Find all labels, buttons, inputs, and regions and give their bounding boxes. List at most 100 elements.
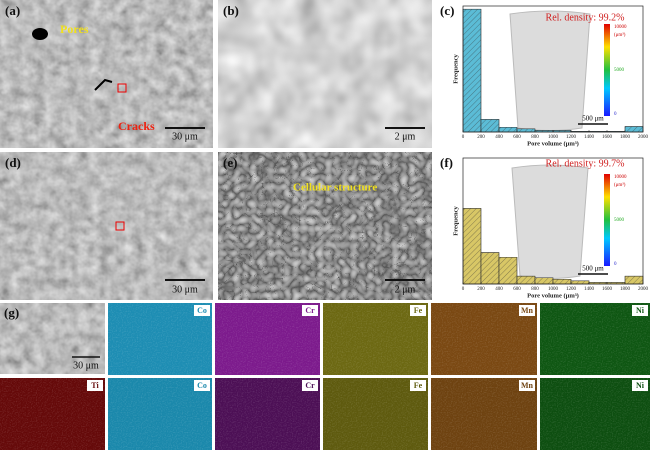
micrograph [0, 0, 213, 148]
panel-d: (d) 30 μm [0, 152, 213, 300]
x-tick-label: 600 [513, 135, 521, 140]
bar-hatch [498, 127, 518, 133]
y-axis-label: Frequency [452, 54, 459, 84]
colorbar-tick: 5000 [614, 68, 625, 73]
colorbar-tick: 0 [614, 112, 617, 117]
annotation: Cellular structure [293, 182, 377, 194]
element-label: Fe [414, 306, 423, 315]
colorbar-unit: (μm³) [614, 32, 626, 38]
annotation: Pores [60, 22, 89, 36]
element-label: Ni [636, 381, 645, 390]
colorbar [604, 174, 610, 266]
x-tick-label: 200 [477, 135, 485, 140]
element-tag [410, 305, 426, 316]
x-tick-label: 1400 [584, 135, 595, 140]
x-axis-label: Pore volume (μm³) [527, 140, 579, 147]
ct-render [509, 10, 591, 131]
scale-bar-label: 30 μm [172, 131, 198, 142]
annotation: Cracks [118, 119, 155, 133]
panel-label: (f) [440, 155, 453, 170]
panel-label: (g) [4, 305, 19, 320]
x-tick-label: 1600 [602, 135, 613, 140]
element-tag [632, 380, 648, 391]
panel-label: (b) [223, 3, 239, 18]
x-tick-label: 0 [462, 135, 465, 140]
bar-hatch [462, 8, 482, 133]
pore [32, 28, 48, 40]
micrograph [218, 152, 432, 300]
panel-g: (g) 30 μm [0, 303, 105, 374]
x-tick-label: 1800 [620, 135, 631, 140]
x-tick-label: 1000 [548, 135, 559, 140]
element-tag [194, 380, 210, 391]
micrograph [0, 303, 105, 374]
element-tag [302, 380, 318, 391]
x-tick-label: 400 [495, 135, 503, 140]
ct-render [511, 164, 589, 279]
x-tick-label: 1200 [566, 287, 577, 292]
colorbar-tick: 10000 [614, 175, 627, 180]
x-tick-label: 200 [477, 287, 485, 292]
scale-bar-label: 500 μm [582, 265, 604, 273]
micrograph [0, 152, 213, 300]
x-tick-label: 0 [462, 287, 465, 292]
scale-bar-label: 2 μm [395, 131, 416, 142]
element-label: Co [197, 381, 207, 390]
x-tick-label: 600 [513, 287, 521, 292]
panel-a: (a) Pores Cracks 30 μm [0, 0, 213, 148]
element-label: Ti [91, 381, 99, 390]
panel-label: (e) [223, 155, 237, 170]
element-label: Fe [414, 381, 423, 390]
density: Rel. density: 99.2% [546, 12, 625, 23]
x-tick-label: 2000 [638, 135, 649, 140]
element-tag [194, 305, 210, 316]
panel-f: (f) Rel. density: 99.7% 10000 (μm³) 5000… [437, 152, 650, 300]
x-tick-label: 1400 [584, 287, 595, 292]
element-label: Cr [305, 306, 315, 315]
scale-bar-label: 2 μm [395, 284, 416, 295]
bar-hatch [534, 277, 554, 285]
panel-c: (c) Rel. density: 99.2% 10000 (μm³) 5000… [437, 0, 650, 148]
colorbar-unit: (μm³) [614, 182, 626, 188]
bar-hatch [498, 257, 518, 285]
x-tick-label: 1000 [548, 287, 559, 292]
panel-e: (e) Cellular structure 2 μm [218, 152, 432, 300]
colorbar-tick: 0 [614, 262, 617, 267]
density: Rel. density: 99.7% [546, 158, 625, 169]
bar-hatch [516, 128, 536, 133]
element-label: Mn [521, 306, 534, 315]
x-tick-label: 2000 [638, 287, 649, 292]
scale-bar-label: 500 μm [582, 115, 604, 123]
bar-hatch [624, 275, 644, 285]
colorbar [604, 24, 610, 116]
x-tick-label: 400 [495, 287, 503, 292]
panel-label: (d) [5, 155, 21, 170]
element-tag [87, 380, 103, 391]
element-tag [410, 380, 426, 391]
colorbar-tick: 5000 [614, 218, 625, 223]
bar-hatch [480, 252, 500, 285]
element-label: Co [197, 306, 207, 315]
x-tick-label: 1800 [620, 287, 631, 292]
bar-hatch [570, 280, 590, 285]
element-tag [302, 305, 318, 316]
colorbar-tick: 10000 [614, 25, 627, 30]
x-axis-label: Pore volume (μm³) [527, 292, 579, 299]
scale-bar-label: 30 μm [172, 284, 198, 295]
bar-hatch [480, 119, 500, 133]
bar-hatch [462, 208, 482, 285]
element-tag [519, 380, 535, 391]
element-tag [632, 305, 648, 316]
panel-b: (b) 2 μm [218, 0, 432, 148]
marker [115, 221, 125, 231]
x-tick-label: 1200 [566, 135, 577, 140]
marker [117, 83, 127, 93]
element-label: Ni [636, 306, 645, 315]
micrograph [218, 0, 432, 148]
element-tag [519, 305, 535, 316]
map-noise [540, 303, 650, 375]
scale-bar-label: 30 μm [73, 360, 99, 371]
panel-label: (c) [440, 3, 454, 18]
crack [94, 78, 113, 91]
